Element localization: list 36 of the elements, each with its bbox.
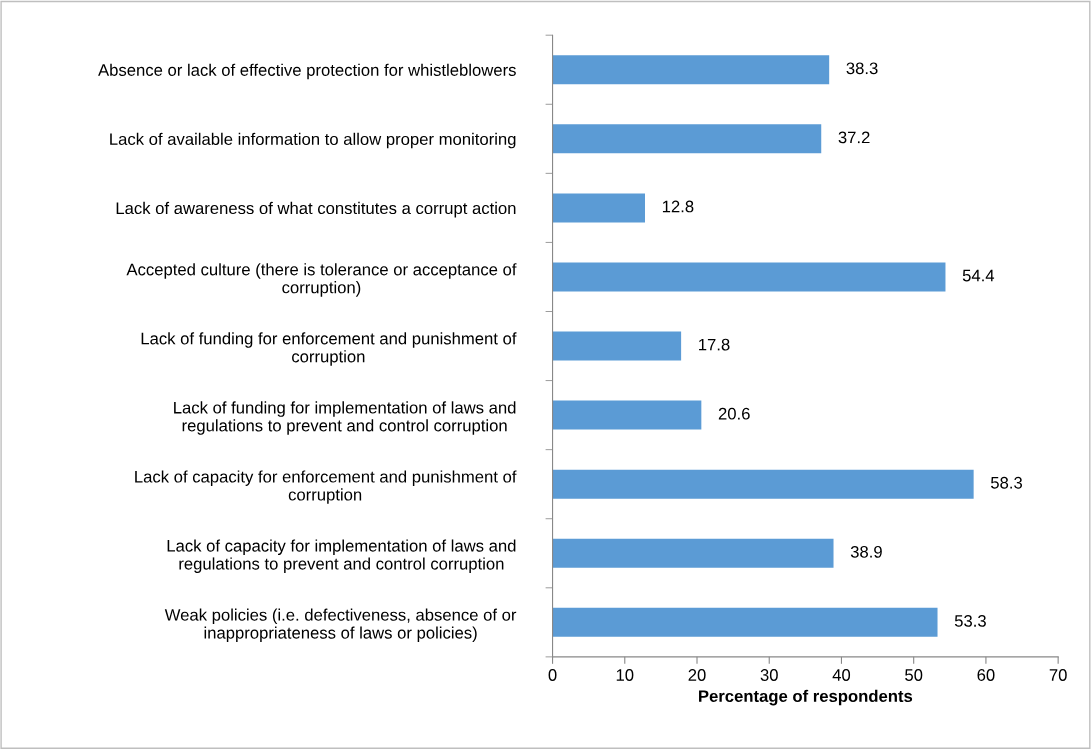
data-label: 20.6 — [718, 407, 750, 420]
x-tick-label: 30 — [760, 669, 778, 681]
data-label: 54.4 — [962, 269, 995, 282]
bar — [552, 469, 974, 499]
x-tick-label: 70 — [1049, 669, 1067, 681]
x-axis-title: Percentage of respondents — [699, 689, 913, 706]
y-tick-label: Lack of capacity for implementation of laws and regulations to prevent and control corruption — [167, 539, 516, 573]
y-tick-label: Lack of capacity for enforcement and punishment of corruption — [135, 470, 517, 504]
x-tick-label: 10 — [616, 669, 634, 681]
x-tick-label: 20 — [688, 669, 706, 681]
x-tick-label: 40 — [832, 669, 851, 681]
bar — [552, 193, 645, 223]
data-label: 38.9 — [850, 545, 882, 558]
y-tick-label: Accepted culture (there is tolerance or acceptance of corruption) — [126, 263, 517, 297]
x-tick-label: 0 — [548, 669, 557, 681]
bar — [552, 400, 702, 430]
data-label: 37.2 — [838, 131, 870, 144]
data-label: 53.3 — [954, 615, 986, 627]
bar — [552, 607, 938, 637]
bar — [552, 331, 682, 361]
x-tick-label: 50 — [905, 669, 923, 681]
data-label: 38.3 — [846, 62, 878, 75]
x-tick-label: 60 — [977, 669, 995, 681]
data-label: 58.3 — [990, 476, 1023, 489]
data-label: 17.8 — [699, 338, 730, 351]
y-tick-label: Lack of funding for implementation of laws and regulations to prevent and control corruption — [174, 401, 516, 435]
y-tick-label: Weak policies (i.e. defectiveness, absence of or inappropriateness of laws or policies) — [164, 608, 517, 643]
y-tick-label: Absence or lack of effective protection for whistleblowers — [98, 63, 516, 80]
bar — [552, 124, 822, 154]
data-label: 12.8 — [662, 200, 694, 213]
bar — [552, 538, 834, 568]
y-tick-label: Lack of funding for enforcement and punishment of corruption — [141, 332, 517, 366]
y-tick-label: Lack of awareness of what constitutes a corrupt action — [116, 201, 516, 218]
bar — [552, 55, 830, 85]
y-tick-label: Lack of available information to allow proper monitoring — [110, 132, 516, 149]
bar — [552, 262, 946, 292]
